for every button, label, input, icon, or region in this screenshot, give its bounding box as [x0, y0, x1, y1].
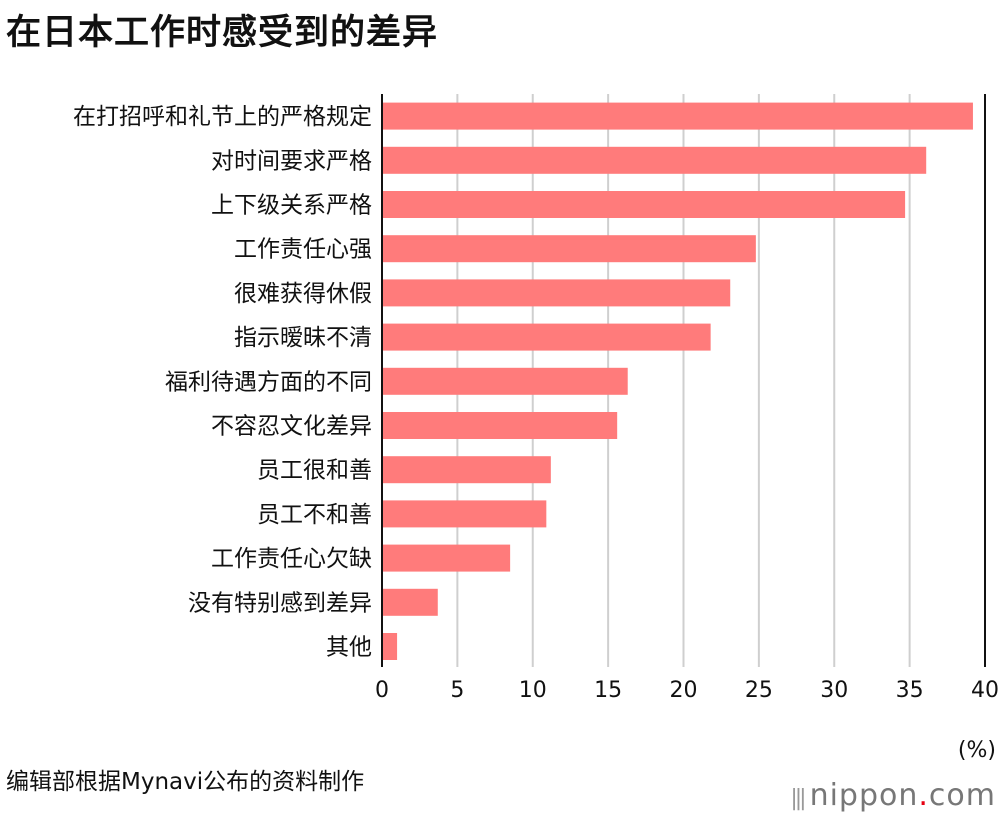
category-label: 其他 — [326, 635, 372, 661]
category-label: 福利待遇方面的不同 — [165, 369, 372, 395]
category-label: 没有特别感到差异 — [188, 590, 372, 616]
x-tick-label: 25 — [745, 678, 773, 703]
category-label: 员工很和善 — [257, 458, 372, 484]
bar — [382, 191, 906, 218]
x-tick-label: 20 — [670, 678, 698, 703]
bars — [382, 102, 973, 660]
bar — [382, 146, 927, 174]
x-tick-label: 35 — [896, 678, 924, 703]
bar — [382, 323, 711, 351]
category-label: 工作责任心强 — [234, 237, 372, 263]
category-label: 很难获得休假 — [234, 281, 372, 307]
x-tick-label: 0 — [375, 678, 389, 703]
category-label: 在打招呼和礼节上的严格规定 — [73, 104, 372, 130]
bar — [382, 367, 628, 395]
chart-title: 在日本工作时感受到的差异 — [6, 13, 439, 53]
axes — [381, 94, 986, 667]
bar — [382, 102, 973, 130]
source-note: 编辑部根据Mynavi公布的资料制作 — [6, 769, 365, 795]
category-label: 员工不和善 — [257, 502, 372, 528]
x-tick-label: 5 — [450, 678, 464, 703]
x-tick-label: 40 — [971, 678, 999, 703]
bar — [382, 279, 731, 307]
bar — [382, 456, 551, 484]
bar — [382, 633, 398, 660]
category-labels: 在打招呼和礼节上的严格规定对时间要求严格上下级关系严格工作责任心强很难获得休假指… — [73, 104, 372, 660]
category-label: 指示暧昧不清 — [234, 325, 372, 351]
bar-chart: 在打招呼和礼节上的严格规定对时间要求严格上下级关系严格工作责任心强很难获得休假指… — [73, 94, 999, 703]
bar — [382, 235, 756, 263]
category-label: 对时间要求严格 — [211, 148, 372, 174]
x-tick-label: 30 — [820, 678, 848, 703]
category-label: 工作责任心欠缺 — [211, 546, 372, 572]
bar — [382, 412, 618, 439]
x-tick-label: 10 — [519, 678, 547, 703]
x-tick-labels: 0 5 10 15 20 25 30 35 40 — [375, 678, 999, 703]
category-label: 不容忍文化差异 — [211, 414, 372, 440]
bar — [382, 588, 438, 616]
x-tick-label: 15 — [594, 678, 622, 703]
bar — [382, 500, 547, 528]
bar — [382, 544, 511, 572]
x-axis-unit-label: (%) — [957, 738, 996, 763]
logo-bars-icon: ||| — [790, 786, 806, 811]
category-label: 上下级关系严格 — [211, 193, 372, 219]
